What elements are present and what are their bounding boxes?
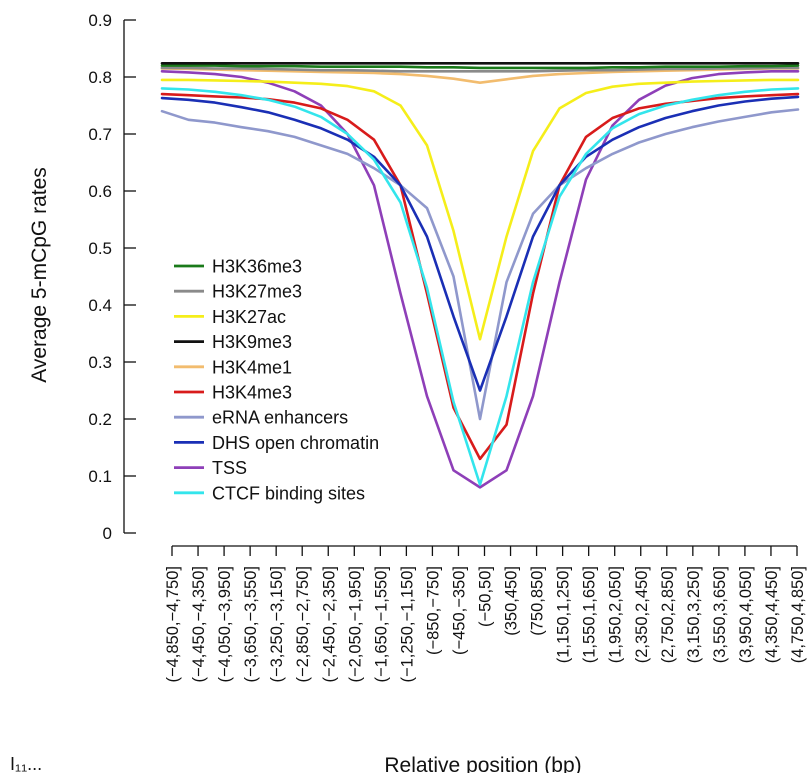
legend-label: H3K4me1	[212, 357, 292, 377]
x-tick-label: (1,150,1,250]	[555, 566, 573, 663]
legend-label: H3K36me3	[212, 257, 302, 277]
x-tick-label: (3,150,3,250]	[685, 566, 703, 663]
y-tick-label: 0.6	[88, 182, 112, 201]
series-line-h3k4me3	[160, 92, 800, 461]
x-tick-label: (−4,850,−4,750]	[164, 566, 182, 683]
x-tick-label: (1,950,2,050]	[607, 566, 625, 663]
legend-label: H3K27ac	[212, 307, 286, 327]
series-line-dhs-open-chromatin	[160, 95, 800, 392]
x-tick-label: (3,950,4,050]	[737, 566, 755, 663]
x-tick-label: (−2,850,−2,750]	[294, 566, 312, 683]
y-tick-label: 0.2	[88, 410, 112, 429]
x-tick-label: (−1,250,−1,150]	[398, 566, 416, 683]
x-tick-label: (750,850]	[529, 566, 547, 636]
legend-label: H3K9me3	[212, 332, 292, 352]
legend-label: CTCF binding sites	[212, 483, 365, 503]
x-tick-label: (−1,650,−1,550]	[372, 566, 390, 683]
x-axis: (−4,850,−4,750] (−4,450,−4,350] (−4,050,−3…	[164, 545, 807, 683]
x-axis-title: Relative position (bp)	[384, 754, 581, 773]
x-tick-label: (−2,450,−2,350]	[320, 566, 338, 683]
x-tick-label: (4,350,4,450]	[763, 566, 781, 663]
x-tick-label: (4,750,4,850]	[789, 566, 807, 663]
plot-area	[160, 61, 800, 489]
legend: H3K36me3 H3K27me3 H3K27ac H3K9me3 H3K4me1 H3K…	[174, 257, 379, 503]
series-line-h3k27me3	[160, 66, 800, 73]
x-tick-label: (350,450]	[503, 566, 521, 636]
legend-label: H3K27me3	[212, 282, 302, 302]
x-tick-label: (3,550,3,650]	[711, 566, 729, 663]
y-tick-label: 0.8	[88, 68, 112, 87]
y-tick-label: 0.4	[88, 296, 112, 315]
x-tick-label: (−3,650,−3,550]	[242, 566, 260, 683]
x-tick-label: (−2,050,−1,950]	[346, 566, 364, 683]
legend-label: DHS open chromatin	[212, 433, 379, 453]
y-tick-label: 0	[103, 524, 112, 543]
x-tick-label: (−50,50]	[477, 566, 495, 627]
y-tick-label: 0.7	[88, 125, 112, 144]
y-tick-label: 0.3	[88, 353, 112, 372]
y-tick-label: 0.5	[88, 239, 112, 258]
legend-label: TSS	[212, 458, 247, 478]
x-tick-label: (2,750,2,850]	[659, 566, 677, 663]
x-tick-label: (−850,−750]	[424, 566, 442, 655]
y-tick-label: 0.9	[88, 11, 112, 30]
legend-label: eRNA enhancers	[212, 408, 348, 428]
x-tick-label: (1,550,1,650]	[581, 566, 599, 663]
x-tick-label: (2,350,2,450]	[633, 566, 651, 663]
y-axis-title: Average 5-mCpG rates	[28, 167, 51, 383]
y-axis: 0 0.1 0.2 0.3 0.4 0.5 0.6 0.7 0.8 0.9	[88, 11, 136, 543]
x-tick-label: (−4,050,−3,950]	[216, 566, 234, 683]
x-tick-label: (−3,250,−3,150]	[268, 566, 286, 683]
legend-label: H3K4me3	[212, 383, 292, 403]
series-line-h3k36me3	[160, 64, 800, 70]
series-line-ctcf-binding-sites	[160, 87, 800, 486]
series-line-erna-enhancers	[160, 108, 800, 421]
x-tick-label: (−450,−350]	[450, 566, 468, 655]
y-tick-label: 0.1	[88, 467, 112, 486]
x-tick-label: (−4,450,−4,350]	[190, 566, 208, 683]
footer-mark: I₁₁...	[10, 754, 42, 773]
series-line-h3k27ac	[160, 78, 800, 341]
